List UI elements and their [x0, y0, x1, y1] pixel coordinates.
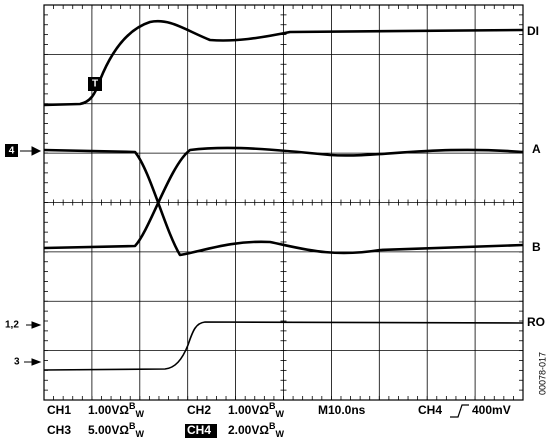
trigger-source: CH4 — [418, 403, 442, 417]
marker-arrow — [24, 358, 42, 366]
trigger-level: 400mV — [472, 403, 511, 417]
trace-di — [43, 19, 524, 107]
channel-scale: 2.00VΩBW — [228, 421, 284, 439]
timebase: M10.0ns — [318, 403, 366, 417]
trigger-edge-icon — [450, 404, 469, 418]
channel-scale: 5.00VΩBW — [88, 421, 144, 439]
graticule — [43, 4, 524, 401]
channel-highlight — [185, 424, 217, 438]
screen-border — [43, 4, 524, 401]
channel-scale: 1.00VΩBW — [228, 401, 284, 419]
marker-arrow — [26, 321, 42, 329]
marker-arrow — [20, 146, 42, 156]
trace-label: A — [532, 142, 541, 156]
marker-label: 4 — [9, 146, 15, 157]
trace-label: DI — [527, 24, 539, 38]
trace-b — [43, 148, 524, 257]
marker-label: 3 — [14, 357, 20, 368]
figure-id: 00078-017 — [537, 352, 547, 395]
marker-label: 1,2 — [5, 320, 19, 331]
channel-name: CH2 — [187, 403, 211, 417]
trigger-label: T — [92, 79, 98, 90]
trace-label: B — [532, 240, 541, 254]
trigger-marker — [88, 77, 102, 91]
channel-scale: 1.00VΩBW — [88, 401, 144, 419]
marker-box — [5, 144, 18, 157]
trace-ro — [43, 321, 524, 371]
trace-label: RO — [527, 315, 545, 329]
trace-a — [43, 146, 524, 250]
channel-name: CH1 — [47, 403, 71, 417]
channel-name: CH3 — [47, 423, 71, 437]
channel-name: CH4 — [187, 423, 211, 437]
